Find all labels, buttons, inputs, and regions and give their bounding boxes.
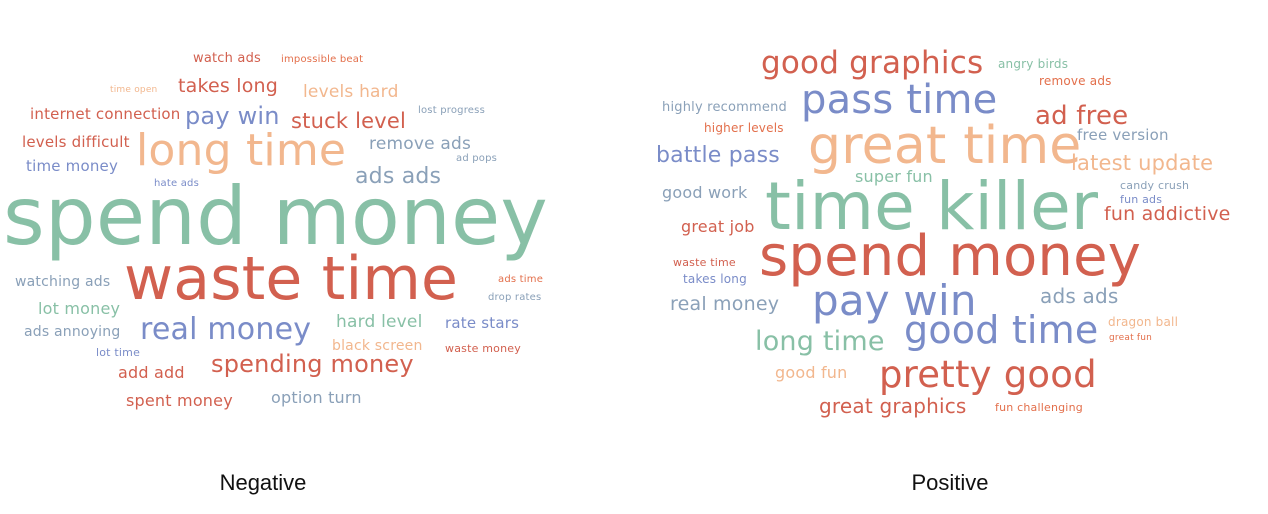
word-levels-hard: levels hard	[303, 82, 399, 103]
word-rate-stars: rate stars	[445, 313, 520, 332]
word-good-time: good time	[904, 307, 1099, 352]
word-waste-time: waste time	[124, 243, 459, 314]
word-remove-ads: remove ads	[369, 134, 472, 155]
word-super-fun: super fun	[855, 166, 933, 186]
word-time-open: time open	[110, 84, 158, 95]
word-good-fun: good fun	[775, 362, 848, 382]
word-watching-ads: watching ads	[15, 273, 111, 290]
word-ads-ads: ads ads	[355, 163, 442, 189]
word-time-killer: time killer	[765, 167, 1099, 245]
word-great-graphics: great graphics	[819, 393, 967, 418]
word-drop-rates: drop rates	[488, 291, 542, 303]
word-real-money: real money	[670, 293, 780, 316]
word-add-add: add add	[118, 362, 185, 382]
word-hate-ads: hate ads	[154, 177, 200, 189]
word-angry-birds: angry birds	[998, 57, 1069, 72]
positive-caption: Positive	[911, 470, 989, 495]
word-fun-ads: fun ads	[1120, 192, 1163, 206]
word-good-graphics: good graphics	[761, 44, 984, 81]
word-ads-annoying: ads annoying	[24, 323, 121, 340]
word-latest-update: latest update	[1071, 150, 1214, 175]
word-free-version: free version	[1077, 125, 1169, 144]
word-great-time: great time	[808, 116, 1082, 177]
word-option-turn: option turn	[271, 387, 362, 407]
positive-word-cloud: good graphics angry birds remove ads pass t…	[634, 0, 1268, 440]
word-spend-money: spend money	[759, 224, 1142, 290]
word-spending-money: spending money	[211, 350, 414, 379]
word-pay-win: pay win	[185, 102, 280, 131]
word-levels-difficult: levels difficult	[22, 132, 130, 151]
word-time-money: time money	[26, 156, 119, 175]
word-waste-time: waste time	[673, 255, 736, 269]
word-ad-free: ad free	[1035, 100, 1129, 131]
word-fun-addictive: fun addictive	[1104, 203, 1231, 226]
word-ads-time: ads time	[498, 273, 544, 285]
word-highly-recommend: highly recommend	[662, 100, 787, 116]
word-fun-challenging: fun challenging	[995, 400, 1083, 414]
negative-word-cloud: watch ads impossible beat time open takes l…	[0, 0, 634, 440]
word-good-work: good work	[662, 182, 748, 202]
word-waste-money: waste money	[445, 341, 521, 355]
word-great-job: great job	[681, 216, 755, 236]
word-ad-pops: ad pops	[456, 152, 498, 164]
word-internet-connection: internet connection	[30, 104, 181, 123]
word-candy-crush: candy crush	[1120, 178, 1190, 192]
word-lost-progress: lost progress	[418, 104, 485, 116]
word-higher-levels: higher levels	[704, 121, 784, 136]
word-real-money: real money	[140, 312, 312, 348]
word-stuck-level: stuck level	[291, 108, 407, 133]
word-great-fun: great fun	[1109, 332, 1153, 343]
word-takes-long: takes long	[178, 75, 279, 98]
negative-caption: Negative	[219, 470, 307, 495]
word-long-time: long time	[755, 325, 885, 357]
word-remove-ads: remove ads	[1039, 74, 1112, 89]
word-black-screen: black screen	[332, 337, 423, 354]
word-spend-money: spend money	[3, 170, 548, 264]
word-ads-ads: ads ads	[1040, 283, 1119, 308]
word-impossible-beat: impossible beat	[281, 53, 364, 65]
word-battle-pass: battle pass	[656, 142, 780, 168]
word-dragon-ball: dragon ball	[1108, 315, 1179, 330]
word-takes-long: takes long	[683, 272, 747, 287]
word-spent-money: spent money	[126, 390, 233, 410]
word-pass-time: pass time	[801, 77, 998, 124]
word-lot-time: lot time	[96, 345, 141, 359]
word-watch-ads: watch ads	[193, 51, 262, 67]
word-long-time: long time	[136, 124, 347, 176]
word-pretty-good: pretty good	[879, 352, 1097, 396]
word-hard-level: hard level	[336, 312, 423, 333]
word-pay-win: pay win	[812, 275, 977, 325]
word-lot-money: lot money	[38, 298, 121, 318]
